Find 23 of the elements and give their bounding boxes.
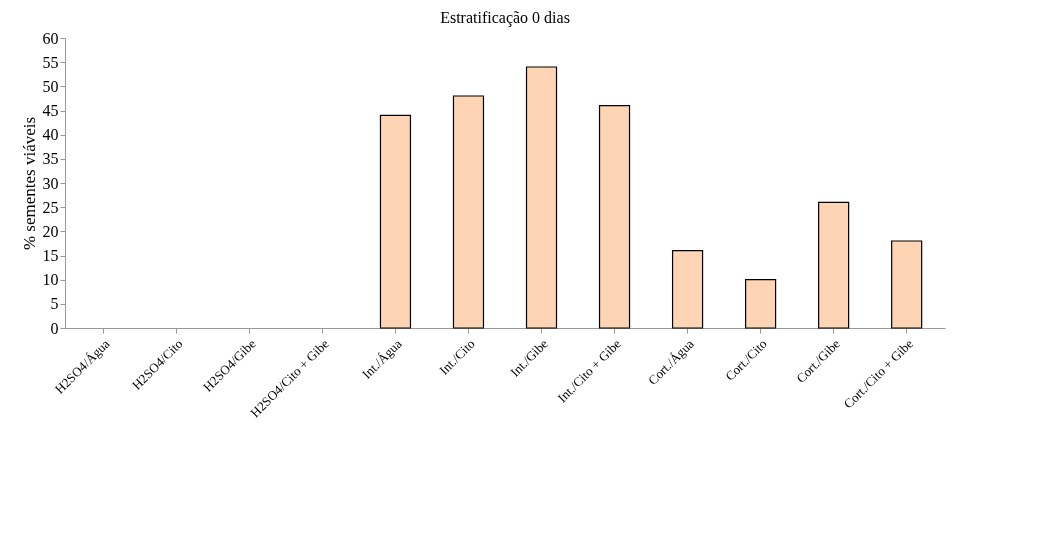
- y-tick-label: 0: [50, 319, 59, 337]
- bar: [525, 66, 558, 329]
- y-axis-title: % sementes viáveis: [19, 116, 39, 251]
- bar: [598, 105, 631, 329]
- y-tick-label: 5: [50, 295, 59, 313]
- y-tick-label: 25: [42, 198, 59, 216]
- bar: [452, 95, 485, 329]
- chart-title: Estratificação 0 dias: [440, 9, 570, 27]
- bar: [891, 240, 923, 329]
- y-tick-label: 20: [42, 222, 59, 240]
- y-tick-label: 15: [42, 247, 59, 264]
- bar: [745, 279, 777, 329]
- y-tick-label: 30: [42, 174, 59, 192]
- y-tick-label: 55: [42, 53, 59, 71]
- bar: [818, 201, 850, 329]
- bar: [671, 250, 704, 329]
- y-tick-label: 10: [42, 271, 59, 289]
- bar: [379, 114, 412, 329]
- y-tick-label: 50: [42, 77, 59, 95]
- y-tick-label: 35: [42, 150, 59, 168]
- y-tick-label: 40: [42, 126, 59, 144]
- y-tick-label: 45: [42, 102, 59, 119]
- y-tick-label: 60: [42, 29, 59, 47]
